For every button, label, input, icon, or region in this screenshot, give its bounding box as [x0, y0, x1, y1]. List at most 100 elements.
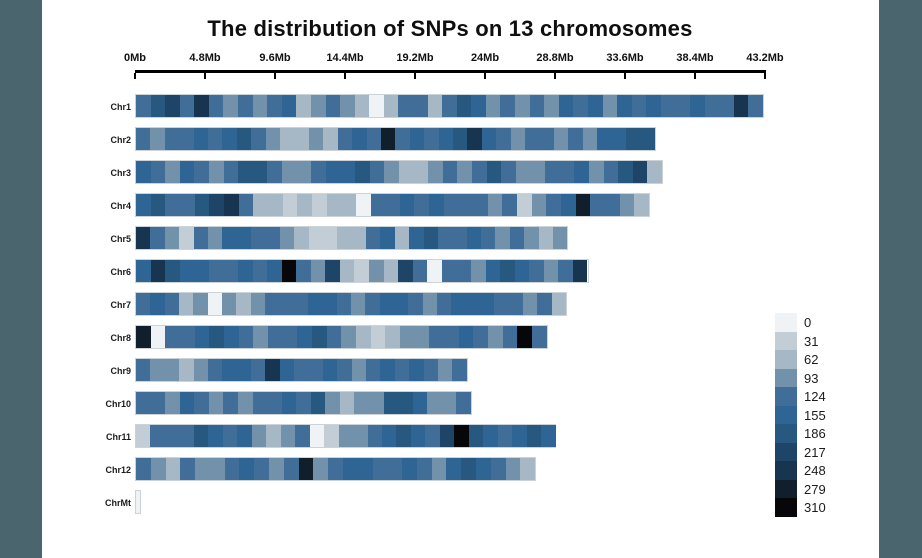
density-segment: [150, 260, 166, 282]
density-segment: [193, 293, 208, 315]
density-segment: [545, 161, 560, 183]
density-segment: [208, 392, 224, 414]
density-segment: [223, 194, 239, 216]
density-segment: [136, 359, 151, 381]
density-segment: [494, 293, 509, 315]
density-segment: [446, 458, 462, 480]
density-segment: [194, 326, 210, 348]
density-segment: [429, 326, 445, 348]
density-segment: [309, 425, 325, 447]
density-segment: [194, 392, 209, 414]
legend-value-label: 0: [804, 315, 812, 330]
density-segment: [497, 425, 513, 447]
density-segment: [294, 227, 309, 249]
density-segment: [281, 260, 297, 282]
density-segment: [341, 194, 356, 216]
density-segment: [209, 161, 224, 183]
density-segment: [208, 95, 224, 117]
density-segment: [380, 128, 396, 150]
density-segment: [165, 260, 180, 282]
density-segment: [366, 227, 381, 249]
density-segment: [251, 227, 266, 249]
density-segment: [136, 194, 151, 216]
density-segment: [337, 359, 352, 381]
density-segment: [322, 293, 337, 315]
density-segment: [512, 425, 527, 447]
density-segment: [640, 128, 655, 150]
chromosome-bar-chr4: [135, 193, 650, 217]
density-segment: [414, 326, 430, 348]
chromosome-label-chr12: Chr12: [105, 465, 131, 475]
density-segment: [294, 359, 309, 381]
density-segment: [582, 128, 597, 150]
density-segment: [520, 458, 536, 480]
chromosome-label-chr10: Chr10: [105, 399, 131, 409]
density-segment: [369, 260, 384, 282]
axis-tick-label: 0Mb: [124, 52, 146, 64]
density-segment: [338, 425, 354, 447]
density-segment: [164, 227, 180, 249]
density-segment: [487, 194, 503, 216]
density-segment: [342, 458, 358, 480]
density-segment: [136, 326, 151, 348]
density-segment: [380, 227, 395, 249]
density-segment: [427, 392, 442, 414]
density-segment: [150, 392, 166, 414]
density-segment: [264, 293, 280, 315]
density-segment: [150, 359, 165, 381]
density-segment: [180, 326, 195, 348]
chromosome-bar-chr11: [135, 424, 557, 448]
density-segment: [209, 326, 225, 348]
density-segment: [179, 161, 195, 183]
density-segment: [479, 293, 495, 315]
density-segment: [355, 194, 371, 216]
legend-swatch: [775, 350, 797, 369]
density-segment: [402, 458, 417, 480]
density-segment: [394, 359, 410, 381]
density-segment: [515, 95, 530, 117]
density-segment: [461, 458, 476, 480]
chromosome-bar-chr9: [135, 358, 468, 382]
density-segment: [150, 227, 165, 249]
density-segment: [237, 260, 253, 282]
chromosome-label-chr4: Chr4: [110, 201, 131, 211]
density-segment: [387, 458, 403, 480]
density-segment: [193, 425, 209, 447]
legend-swatch: [775, 461, 797, 480]
density-segment: [222, 359, 237, 381]
density-segment: [237, 392, 253, 414]
density-segment: [283, 458, 299, 480]
density-segment: [552, 227, 568, 249]
density-segment: [165, 458, 181, 480]
legend-swatch: [775, 424, 797, 443]
density-segment: [431, 458, 447, 480]
density-segment: [483, 425, 498, 447]
density-segment: [351, 359, 366, 381]
chromosome-label-chr2: Chr2: [110, 135, 131, 145]
density-segment: [458, 326, 474, 348]
density-segment: [502, 194, 518, 216]
density-segment: [634, 194, 649, 216]
density-segment: [619, 194, 635, 216]
density-segment: [252, 260, 268, 282]
density-segment: [719, 95, 734, 117]
density-segment: [325, 161, 341, 183]
left-frame-band: [0, 0, 42, 558]
density-segment: [372, 458, 388, 480]
density-segment: [366, 128, 381, 150]
density-segment: [310, 95, 326, 117]
legend-value-label: 310: [804, 500, 826, 515]
density-segment: [530, 161, 546, 183]
density-segment: [733, 95, 749, 117]
density-segment: [505, 458, 521, 480]
density-segment: [354, 95, 370, 117]
density-segment: [365, 293, 380, 315]
chromosome-bar-chr5: [135, 226, 569, 250]
density-segment: [150, 95, 166, 117]
density-segment: [553, 128, 569, 150]
axis-tick-mark: [694, 73, 696, 79]
density-segment: [425, 425, 440, 447]
axis-tick-mark: [344, 73, 346, 79]
density-segment: [408, 293, 423, 315]
density-segment: [422, 293, 437, 315]
